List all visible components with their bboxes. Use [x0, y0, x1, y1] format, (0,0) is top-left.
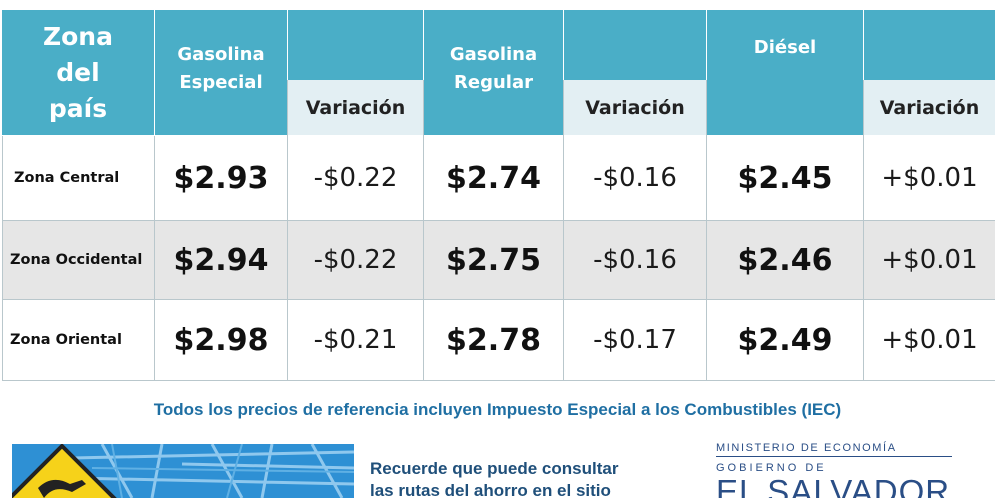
- row-bg-occidental: [2, 221, 995, 299]
- grid-line: [154, 136, 155, 380]
- header-diesel-variacion: Variación: [864, 80, 995, 135]
- logo-divider: [716, 456, 952, 457]
- table-row-central-zona: Zona Central: [14, 170, 120, 186]
- table-row-oriental-zona: Zona Oriental: [10, 332, 122, 348]
- header-diesel-variacion-label: Variación: [879, 96, 980, 119]
- table-row-central-regular: $2.74: [446, 160, 541, 196]
- fuel-price-table: Zona del país Gasolina Especial Variació…: [2, 10, 995, 381]
- table-row-oriental-diesel-var: +$0.01: [881, 325, 978, 355]
- grid-line: [2, 380, 995, 381]
- row-bg-central: [2, 136, 995, 220]
- table-row-occidental-diesel: $2.46: [737, 242, 833, 278]
- header-regular-variacion-label: Variación: [585, 96, 685, 119]
- table-row-central-especial: $2.93: [173, 160, 269, 196]
- grid-line: [863, 80, 864, 380]
- table-row-occidental-especial: $2.94: [173, 242, 269, 278]
- table-row-occidental-regular-var: -$0.16: [593, 245, 677, 275]
- header-especial-variacion-label: Variación: [305, 96, 406, 119]
- header-gasolina-especial: Gasolina Especial: [155, 10, 287, 135]
- logo-ministry: MINISTERIO DE ECONOMÍA: [716, 442, 897, 454]
- header-especial-variacion: Variación: [288, 80, 423, 135]
- fuel-pump-road-sign-icon: [12, 444, 117, 498]
- table-row-central-especial-var: -$0.22: [313, 163, 398, 193]
- grid-line: [423, 80, 424, 380]
- grid-line: [706, 80, 707, 380]
- table-row-occidental-especial-var: -$0.22: [313, 245, 398, 275]
- table-row-central-regular-var: -$0.16: [593, 163, 677, 193]
- table-row-occidental-zona: Zona Occidental: [10, 252, 143, 268]
- reminder-line-1: Recuerde que puede consultar: [370, 459, 619, 478]
- header-gasolina-regular: Gasolina Regular: [424, 10, 563, 135]
- reminder-line-2: las rutas del ahorro en el sitio: [370, 481, 611, 498]
- header-zona-label: Zona del país: [43, 21, 113, 123]
- header-diesel-variation-top: [864, 10, 995, 80]
- logo-gobierno: GOBIERNO DE: [716, 462, 827, 474]
- map-banner: [12, 444, 354, 498]
- header-gasolina-especial-label: Gasolina Especial: [177, 43, 265, 93]
- table-row-oriental-especial-var: -$0.21: [313, 325, 398, 355]
- table-row-central-diesel: $2.45: [737, 160, 833, 196]
- table-row-oriental-especial: $2.98: [173, 322, 269, 358]
- table-row-oriental-diesel: $2.49: [737, 322, 833, 358]
- tax-note: Todos los precios de referencia incluyen…: [153, 400, 842, 419]
- grid-line: [2, 299, 995, 300]
- table-row-occidental-regular: $2.75: [446, 242, 541, 278]
- table-row-oriental-regular: $2.78: [446, 322, 541, 358]
- table-row-central-diesel-var: +$0.01: [881, 163, 978, 193]
- header-regular-variacion: Variación: [564, 80, 706, 135]
- government-logo: MINISTERIO DE ECONOMÍA GOBIERNO DE EL SA…: [716, 440, 976, 498]
- header-diesel: Diésel: [707, 10, 863, 135]
- header-gasolina-regular-label: Gasolina Regular: [449, 43, 538, 93]
- reminder-text: Recuerde que puede consultar las rutas d…: [370, 458, 690, 498]
- header-diesel-label: Diésel: [753, 36, 817, 58]
- grid-line: [287, 80, 288, 380]
- grid-line: [563, 80, 564, 380]
- logo-country: EL SALVADOR: [716, 473, 951, 498]
- header-regular-variation-top: [564, 10, 706, 80]
- row-bg-oriental: [2, 300, 995, 380]
- header-especial-variation-top: [288, 10, 423, 80]
- grid-line: [2, 220, 995, 221]
- table-row-oriental-regular-var: -$0.17: [593, 325, 677, 355]
- table-row-occidental-diesel-var: +$0.01: [881, 245, 978, 275]
- header-zona: Zona del país: [2, 10, 154, 135]
- grid-line: [2, 136, 3, 380]
